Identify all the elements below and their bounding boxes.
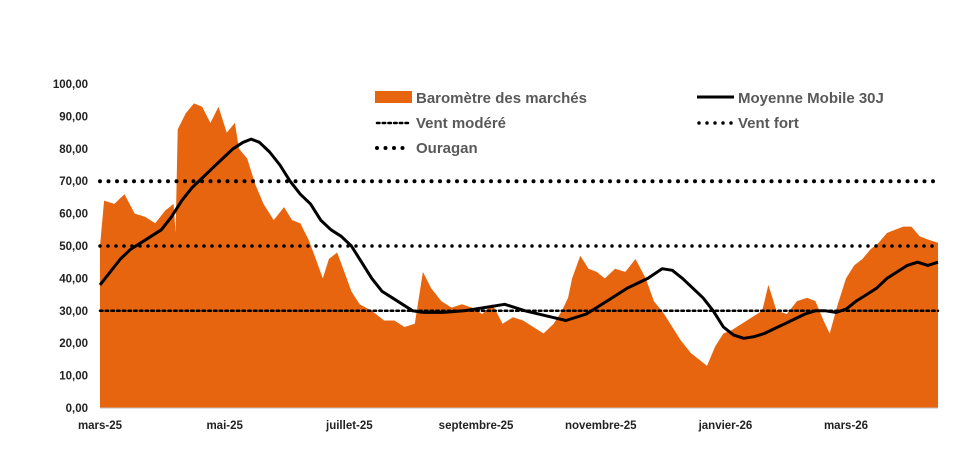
y-tick-label: 50,00 [59, 241, 88, 253]
y-tick-label: 100,00 [53, 79, 88, 91]
legend-label-moyenne-mobile: Moyenne Mobile 30J [738, 90, 884, 107]
y-tick-label: 90,00 [59, 111, 88, 123]
legend-label-vent-modere: Vent modéré [416, 115, 506, 132]
line-layer [98, 137, 939, 340]
legend-swatch-barometre [375, 91, 412, 103]
x-tick-label: juillet-25 [325, 420, 373, 432]
x-tick-label: novembre-25 [565, 420, 637, 432]
y-tick-label: 30,00 [59, 306, 88, 318]
reference-lines [98, 179, 940, 313]
y-tick-label: 0,00 [66, 403, 88, 415]
legend-label-barometre: Baromètre des marchés [416, 90, 587, 107]
legend-label-ouragan: Ouragan [416, 140, 478, 157]
x-tick-label: janvier-26 [698, 420, 753, 432]
series-line-moyenne-mobile [98, 137, 939, 340]
x-tick-label: mars-25 [78, 420, 123, 432]
area-layer [100, 103, 938, 409]
x-axis-ticks: mars-25 mai-25 juillet-25 septembre-25 novem… [78, 420, 868, 432]
legend-label-vent-fort: Vent fort [738, 115, 799, 132]
legend: Baromètre des marchés Moyenne Mobile 30J V… [375, 90, 884, 157]
x-tick-label: mars-26 [824, 420, 868, 432]
y-tick-label: 10,00 [59, 371, 88, 383]
y-tick-label: 60,00 [59, 209, 88, 221]
y-tick-label: 70,00 [59, 176, 88, 188]
series-area-barometre [100, 103, 938, 409]
y-tick-label: 80,00 [59, 144, 88, 156]
x-tick-label: mai-25 [206, 420, 243, 432]
x-tick-label: septembre-25 [439, 420, 514, 432]
y-tick-label: 40,00 [59, 273, 88, 285]
y-tick-label: 20,00 [59, 338, 88, 350]
y-axis-ticks: 0,00 10,00 20,00 30,00 40,00 50,00 60,00 70,00 8… [53, 79, 88, 415]
